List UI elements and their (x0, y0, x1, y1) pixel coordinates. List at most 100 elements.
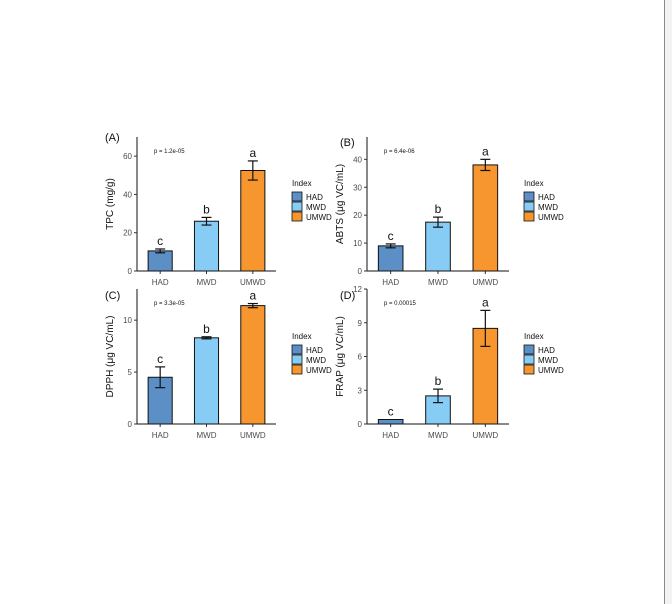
bar-had (377, 245, 404, 272)
bar-had (377, 419, 404, 425)
x-tick-label: MWD (428, 431, 448, 440)
x-tick-label: HAD (152, 278, 169, 287)
x-tick-label: MWD (197, 278, 217, 287)
panel-label: (D) (340, 290, 355, 302)
y-tick-label: 20 (123, 229, 132, 238)
x-tick-label: UMWD (472, 431, 498, 440)
y-tick-label: 10 (353, 239, 362, 248)
y-tick-label: 0 (128, 420, 133, 429)
y-axis-label: DPPH (μg VC/mL) (105, 316, 116, 398)
y-tick-label: 6 (358, 353, 363, 362)
chart-panel-2: c HAD b MWD a UMWD 0 10 20 30 40 ABTS (μg VC/mL) (B)… (335, 137, 564, 287)
legend-swatch-umwd (523, 364, 535, 375)
legend-label: MWD (306, 203, 326, 212)
legend-label: MWD (306, 356, 326, 365)
legend-swatch-umwd (523, 211, 535, 222)
bar-mwd (193, 220, 220, 272)
y-tick-label: 20 (353, 211, 362, 220)
significance-letter: a (249, 289, 256, 303)
bar-umwd (472, 164, 499, 272)
chart-panel-1: c HAD b MWD a UMWD 0 20 40 60 TPC (mg/g) (A) p = 1.2… (105, 132, 332, 287)
p-value: p = 0.00015 (384, 301, 417, 307)
y-tick-label: 0 (358, 420, 363, 429)
legend-label: UMWD (538, 366, 564, 375)
significance-letter: a (249, 146, 256, 160)
bar-had (147, 250, 173, 272)
p-value: p = 1.2e-05 (154, 149, 185, 155)
significance-letter: b (435, 374, 442, 388)
x-tick-label: MWD (428, 278, 448, 287)
legend-label: HAD (306, 193, 323, 202)
bar-umwd (240, 305, 266, 425)
legend-swatch-had (291, 344, 303, 355)
y-tick-label: 30 (353, 183, 362, 192)
y-axis-label: TPC (mg/g) (105, 178, 116, 230)
legend-label: HAD (538, 346, 555, 355)
y-tick-label: 5 (128, 368, 133, 377)
legend-label: HAD (538, 193, 555, 202)
significance-letter: b (203, 322, 210, 336)
x-tick-label: MWD (197, 431, 217, 440)
legend-label: HAD (306, 346, 323, 355)
legend-title: Index (292, 332, 312, 341)
legend-swatch-umwd (291, 364, 303, 375)
legend-swatch-mwd (523, 354, 535, 365)
legend-swatch-mwd (523, 201, 535, 212)
panel-label: (B) (340, 137, 355, 149)
x-tick-label: HAD (152, 431, 169, 440)
chart-panel-4: c HAD b MWD a UMWD 0 3 6 9 12 FRAP (μg VC/mL) (D) p =… (335, 285, 564, 440)
y-tick-label: 9 (358, 319, 363, 328)
x-tick-label: UMWD (240, 278, 266, 287)
y-tick-label: 40 (353, 155, 362, 164)
legend-swatch-mwd (291, 354, 303, 365)
y-tick-label: 40 (123, 190, 132, 199)
legend-swatch-had (523, 344, 535, 355)
legend-swatch-umwd (291, 211, 303, 222)
significance-letter: a (482, 295, 489, 309)
bar-umwd (240, 170, 266, 272)
legend-label: MWD (538, 203, 558, 212)
bar-mwd (193, 337, 220, 425)
legend-swatch-had (291, 191, 303, 202)
significance-letter: c (388, 229, 394, 243)
scrollbar-track[interactable] (665, 0, 672, 604)
y-tick-label: 0 (358, 267, 363, 276)
legend-label: UMWD (306, 213, 332, 222)
y-tick-label: 3 (358, 386, 363, 395)
significance-letter: b (203, 202, 210, 216)
y-tick-label: 0 (128, 267, 133, 276)
p-value: p = 6.4e-06 (384, 149, 415, 155)
significance-letter: c (157, 234, 163, 248)
legend-title: Index (524, 332, 544, 341)
y-axis-label: FRAP (μg VC/mL) (335, 316, 346, 397)
legend-swatch-mwd (291, 201, 303, 212)
significance-letter: a (482, 144, 489, 158)
panel-label: (A) (105, 132, 120, 144)
panel-label: (C) (105, 290, 120, 302)
legend-label: UMWD (538, 213, 564, 222)
x-tick-label: HAD (382, 431, 399, 440)
significance-letter: b (435, 202, 442, 216)
x-tick-label: UMWD (240, 431, 266, 440)
legend-title: Index (292, 179, 312, 188)
legend-label: UMWD (306, 366, 332, 375)
legend-label: MWD (538, 356, 558, 365)
significance-letter: c (157, 352, 163, 366)
y-axis-label: ABTS (μg VC/mL) (335, 164, 346, 244)
y-tick-label: 10 (123, 316, 132, 325)
window-edge (664, 0, 665, 604)
p-value: p = 3.3e-05 (154, 301, 185, 307)
chart-panel-3: c HAD b MWD a UMWD 0 5 10 DPPH (μg VC/mL) (C) p = 3… (105, 289, 332, 440)
significance-letter: c (388, 405, 394, 419)
x-tick-label: HAD (382, 278, 399, 287)
legend-title: Index (524, 179, 544, 188)
y-tick-label: 60 (123, 152, 132, 161)
x-tick-label: UMWD (472, 278, 498, 287)
legend-swatch-had (523, 191, 535, 202)
bar-mwd (425, 221, 451, 272)
